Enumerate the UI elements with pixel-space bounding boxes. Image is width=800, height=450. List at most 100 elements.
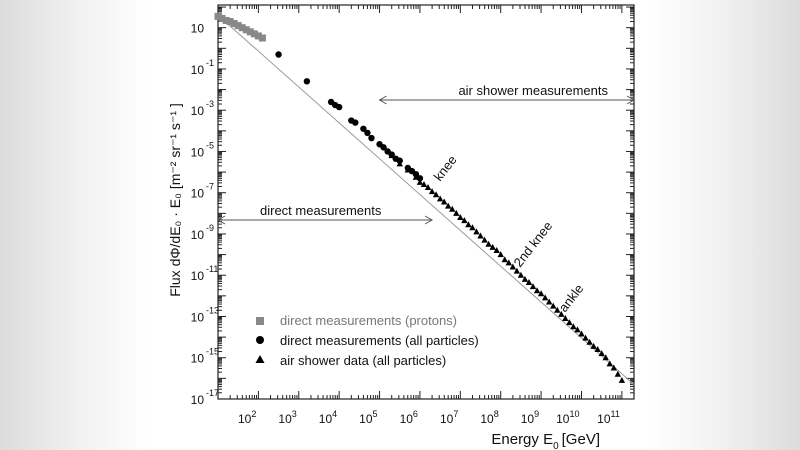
air-shower-point — [582, 334, 589, 341]
air-shower-point — [602, 354, 609, 361]
air-shower-point — [420, 180, 428, 187]
air-shower-point — [570, 323, 577, 330]
air-shower-point — [501, 256, 508, 263]
direct-label: direct measurements — [260, 203, 382, 218]
y-tick-label: 10 -5 — [191, 140, 214, 159]
y-tick-exponent: -15 — [206, 347, 219, 357]
range-arrows — [216, 95, 636, 225]
y-tick-label: 10 — [191, 22, 205, 36]
air-shower-point — [477, 232, 484, 239]
right-backdrop — [650, 0, 800, 450]
direct-point — [335, 103, 343, 111]
x-tick-label: 109 — [521, 409, 539, 426]
legend-triangle-marker — [255, 355, 265, 363]
y-tick-base: 10 — [191, 187, 205, 201]
air-shower-point — [517, 271, 525, 278]
proton-point — [258, 34, 266, 42]
air-shower-point — [574, 326, 581, 333]
y-tick-base: 10 — [191, 269, 205, 283]
proton-point — [230, 20, 238, 28]
x-axis-label: Energy E0 [GeV] — [491, 431, 600, 450]
y-tick-base: 10 — [191, 22, 205, 36]
proton-point — [218, 14, 226, 22]
y-tick-exponent: -9 — [206, 223, 214, 233]
air-shower-point — [465, 221, 472, 228]
air-shower-point — [529, 283, 537, 290]
x-tick-label: 1011 — [597, 409, 620, 426]
y-tick-base: 10 — [191, 310, 205, 324]
air-shower-point — [521, 275, 529, 282]
x-tick-label: 104 — [319, 409, 337, 426]
air-shower-point — [440, 198, 448, 205]
legend-circle-marker — [256, 336, 264, 344]
proton-point — [242, 26, 250, 34]
air-shower-point — [396, 160, 403, 167]
y-tick-exponent: -17 — [206, 388, 219, 398]
x-tick-label: 105 — [359, 409, 377, 426]
y-tick-label: 10 -17 — [191, 388, 219, 407]
air-shower-point — [436, 195, 444, 202]
air-shower-point — [558, 310, 565, 317]
direct-point — [368, 134, 375, 142]
air-shower-point — [453, 209, 460, 216]
y-tick-label: 10 -3 — [191, 99, 214, 118]
direct-arrow-head-right — [424, 215, 434, 225]
air-shower-point — [545, 298, 553, 305]
air-shower-arrow-head-left — [378, 95, 387, 105]
legend-item-all-particles: direct measurements (all particles) — [280, 333, 479, 348]
y-tick-label: 10 -1 — [191, 58, 214, 77]
direct-point — [303, 78, 311, 85]
direct-point — [380, 144, 387, 151]
y-tick-base: 10 — [191, 352, 205, 366]
proton-point — [246, 28, 254, 36]
y-tick-exponent: -13 — [206, 305, 219, 315]
direct-point — [416, 175, 424, 182]
air-shower-arrow-head-right — [626, 95, 636, 105]
legend-item-air-shower: air shower data (all particles) — [280, 353, 446, 368]
air-shower-point — [428, 188, 436, 195]
legend-square-marker — [256, 317, 264, 325]
air-shower-point — [541, 294, 549, 301]
air-shower-point — [388, 152, 395, 159]
direct-point — [360, 125, 367, 132]
legend-item-protons: direct measurements (protons) — [280, 313, 457, 328]
air-shower-point — [432, 191, 440, 198]
air-shower-point — [493, 246, 500, 253]
air-shower-point — [497, 251, 504, 258]
air-shower-point — [566, 319, 573, 326]
air-shower-point — [578, 330, 585, 337]
y-tick-exponent: -7 — [206, 182, 214, 192]
y-tick-label: 10 -7 — [191, 182, 214, 201]
direct-point — [352, 119, 359, 126]
legend: direct measurements (protons) direct mea… — [255, 313, 479, 368]
proton-point — [238, 24, 246, 32]
proton-point — [214, 12, 222, 20]
proton-point — [222, 16, 230, 24]
y-axis-label: Flux dΦ/dE₀ · E₀ [m⁻² sr⁻¹ s⁻¹ ] — [167, 103, 183, 297]
air-shower-point — [416, 178, 424, 185]
y-tick-base: 10 — [191, 228, 205, 242]
y-tick-base: 10 — [191, 145, 205, 159]
air-shower-point — [590, 342, 597, 349]
air-shower-point — [586, 338, 593, 345]
air-shower-point — [449, 205, 456, 212]
air-shower-point — [606, 360, 613, 367]
air-shower-point — [473, 228, 480, 235]
y-tick-base: 10 — [191, 104, 205, 118]
air-shower-point — [614, 370, 622, 377]
y-tick-label: 10 -11 — [191, 264, 219, 283]
air-shower-point — [562, 315, 569, 322]
y-tick-exponent: -1 — [206, 58, 214, 68]
x-tick-labels: 102 103 104 105 106 107 108 109 1010 1011 — [238, 409, 620, 426]
air-shower-point — [554, 306, 561, 313]
air-shower-point — [445, 202, 452, 209]
y-tick-exponent: -11 — [206, 264, 218, 274]
air-shower-point — [481, 236, 488, 243]
x-tick-label: 102 — [238, 409, 256, 426]
data-points — [214, 12, 626, 383]
air-shower-point — [457, 213, 464, 220]
air-shower-point — [505, 259, 512, 266]
y-tick-label: 10 -13 — [191, 305, 219, 324]
